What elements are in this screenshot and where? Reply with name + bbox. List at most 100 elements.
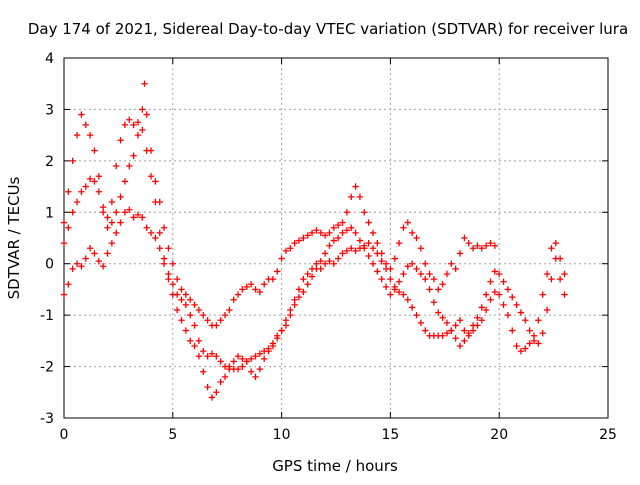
- data-point: [243, 283, 250, 291]
- data-point: [65, 224, 72, 231]
- data-point: [187, 337, 194, 345]
- data-point: [374, 268, 381, 275]
- data-point: [69, 209, 76, 216]
- data-point: [217, 378, 224, 386]
- data-point: [408, 260, 416, 267]
- data-point: [426, 286, 433, 293]
- data-point: [86, 245, 94, 252]
- data-point: [86, 175, 94, 183]
- data-point: [400, 291, 407, 298]
- data-point: [391, 255, 398, 262]
- data-point: [108, 239, 116, 247]
- data-point: [352, 229, 359, 237]
- data-point: [152, 178, 159, 185]
- data-point: [526, 327, 533, 334]
- data-point: [422, 275, 429, 283]
- data-point: [469, 322, 477, 329]
- data-point: [78, 263, 85, 270]
- data-point: [517, 309, 525, 316]
- data-point: [452, 265, 459, 273]
- data-point: [348, 224, 355, 231]
- data-point: [465, 329, 472, 337]
- data-point: [256, 365, 264, 373]
- data-point: [191, 301, 198, 309]
- chart-title: Day 174 of 2021, Sidereal Day-to-day VTE…: [28, 20, 628, 38]
- data-point: [321, 250, 329, 257]
- data-point: [234, 365, 242, 373]
- y-tick-label: -2: [40, 360, 54, 376]
- data-point: [169, 291, 176, 298]
- data-point: [465, 239, 472, 247]
- data-point: [426, 270, 433, 278]
- y-tick-label: 4: [45, 51, 54, 67]
- data-point: [561, 291, 568, 298]
- data-point: [339, 229, 346, 237]
- data-markers: [60, 80, 568, 401]
- data-point: [478, 304, 485, 311]
- data-point: [417, 245, 425, 252]
- data-point: [530, 337, 538, 345]
- data-point: [60, 239, 68, 247]
- data-point: [435, 286, 442, 293]
- data-point: [548, 275, 555, 283]
- data-point: [365, 219, 372, 226]
- data-point: [278, 255, 285, 262]
- data-point: [317, 257, 324, 265]
- data-point: [134, 131, 142, 139]
- data-point: [173, 275, 181, 283]
- data-point: [304, 232, 311, 239]
- plot-frame: [63, 57, 609, 419]
- data-point: [509, 293, 516, 301]
- data-point: [143, 147, 150, 154]
- data-point: [487, 296, 494, 303]
- data-point: [456, 317, 464, 324]
- series-track-c: [60, 111, 568, 401]
- data-point: [282, 322, 290, 329]
- data-point: [361, 245, 368, 252]
- data-point: [269, 342, 277, 350]
- data-point: [147, 229, 155, 237]
- y-axis-label: SDTVAR / TECUs: [5, 176, 23, 299]
- y-tick-label: 0: [45, 257, 54, 273]
- data-point: [413, 234, 420, 242]
- data-point: [200, 347, 207, 355]
- data-point: [287, 245, 294, 252]
- data-point: [496, 270, 503, 278]
- data-point: [404, 219, 412, 226]
- data-point: [221, 373, 229, 381]
- data-point: [491, 268, 499, 275]
- data-point: [517, 347, 525, 355]
- data-point: [113, 229, 120, 237]
- data-point: [200, 311, 207, 319]
- data-point: [330, 237, 338, 244]
- y-tick-label: -1: [40, 308, 54, 324]
- data-point: [126, 116, 133, 123]
- data-point: [369, 260, 377, 267]
- y-tick-label: 3: [45, 102, 54, 118]
- data-point: [552, 239, 559, 247]
- data-point: [147, 173, 155, 180]
- x-tick-label: 10: [273, 427, 291, 443]
- x-axis-label: GPS time / hours: [272, 457, 398, 475]
- data-point: [226, 306, 233, 314]
- data-point: [69, 157, 76, 165]
- data-point: [304, 281, 311, 288]
- data-point: [252, 373, 259, 381]
- data-point: [539, 329, 546, 337]
- data-point: [95, 173, 103, 180]
- data-point: [165, 245, 172, 252]
- data-point: [260, 355, 268, 363]
- data-point: [422, 327, 429, 334]
- data-point: [404, 263, 412, 270]
- data-point: [482, 242, 490, 249]
- data-point: [104, 214, 111, 221]
- data-point: [439, 281, 446, 288]
- data-point: [417, 270, 425, 278]
- data-point: [108, 219, 116, 226]
- data-point: [95, 188, 103, 195]
- data-point: [121, 209, 129, 216]
- data-point: [178, 317, 185, 324]
- data-point: [439, 314, 446, 321]
- data-point: [73, 131, 81, 139]
